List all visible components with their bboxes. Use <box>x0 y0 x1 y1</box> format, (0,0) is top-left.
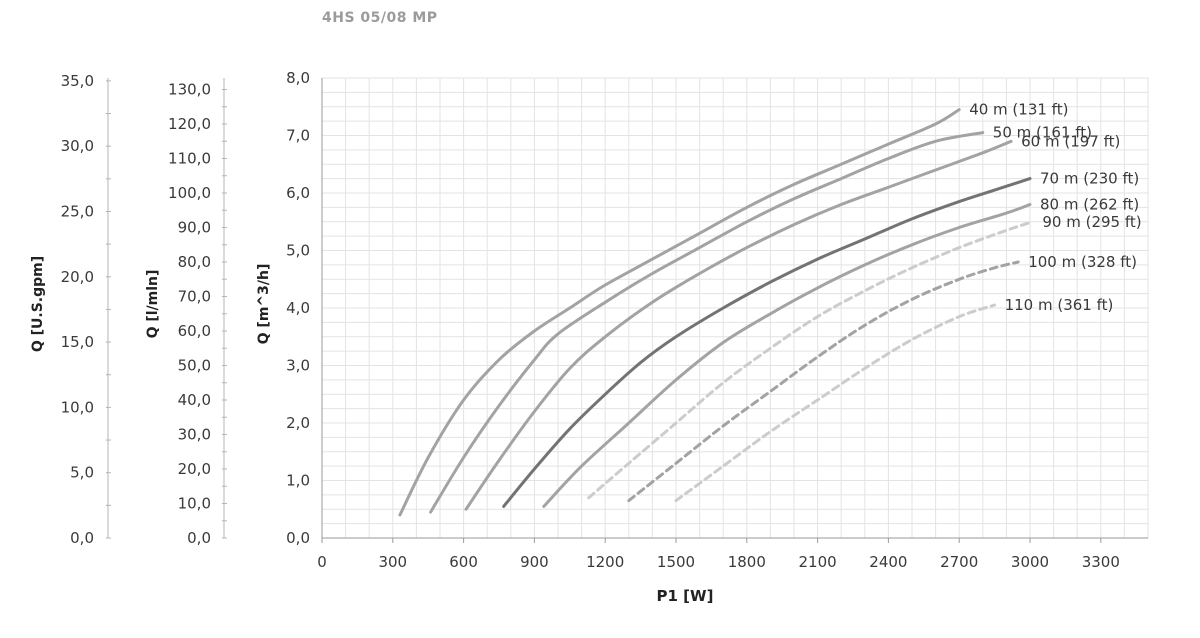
lmin-tick-label: 10,0 <box>178 494 211 512</box>
usgpm-tick-label: 0,0 <box>70 529 94 547</box>
series-label-2: 50 m (161 ft) <box>993 124 1092 142</box>
series-labels: 40 m (131 ft) 50 m (161 ft)60 m (197 ft) 7… <box>969 101 1141 315</box>
series-line-4 <box>502 177 1032 508</box>
lmin-tick-label: 20,0 <box>178 460 211 478</box>
x-tick-label: 600 <box>449 553 478 571</box>
usgpm-tick-label: 5,0 <box>70 464 94 482</box>
chart-title: 4HS 05/08 MP <box>322 10 438 26</box>
series-label-8: 110 m (361 ft) <box>1005 296 1114 314</box>
lmin-tick-label: 80,0 <box>178 253 211 271</box>
series-line-6 <box>587 220 1034 500</box>
lmin-tick-label: 50,0 <box>178 356 211 374</box>
x-tick-label: 3300 <box>1082 553 1120 571</box>
lmin-tick-label: 0,0 <box>187 529 211 547</box>
x-tick-label: 3000 <box>1011 553 1049 571</box>
y-axis-title-m3h: Q [m^3/h] <box>256 264 272 345</box>
lmin-tick-label: 30,0 <box>178 425 211 443</box>
y-tick-label: 8,0 <box>286 69 310 87</box>
usgpm-tick-label: 15,0 <box>61 333 94 351</box>
y-axis-title-usgpm: Q [U.S.gpm] <box>30 256 46 352</box>
series-lines <box>398 108 1034 517</box>
x-tick-label: 1800 <box>728 553 766 571</box>
series-label-7: 100 m (328 ft) <box>1028 253 1137 271</box>
series-label-6: 90 m (295 ft) <box>1042 213 1141 231</box>
x-tick-label: 0 <box>317 553 327 571</box>
lmin-tick-label: 60,0 <box>178 322 211 340</box>
lmin-tick-label: 40,0 <box>178 391 211 409</box>
x-tick-label: 1200 <box>586 553 624 571</box>
series-line-1 <box>398 108 961 517</box>
y-axis-title-lmin: Q [l/mln] <box>145 270 161 339</box>
y-tick-label: 4,0 <box>286 299 310 317</box>
usgpm-tick-label: 35,0 <box>61 72 94 90</box>
series-line-3 <box>464 139 1013 511</box>
lmin-tick-label: 70,0 <box>178 287 211 305</box>
lmin-tick-label: 120,0 <box>168 115 211 133</box>
lmin-tick-label: 110,0 <box>168 149 211 167</box>
y-tick-label: 5,0 <box>286 242 310 260</box>
axes: 0 300 600 900 1200 1500 1800 2100 2400 2700 3000 33… <box>30 69 1148 605</box>
series-line-8 <box>674 303 997 503</box>
x-tick-label: 300 <box>378 553 407 571</box>
y-tick-label: 3,0 <box>286 357 310 375</box>
lmin-tick-label: 130,0 <box>168 80 211 98</box>
series-label-3: 60 m (197 ft) <box>1021 132 1120 150</box>
y-tick-label: 6,0 <box>286 184 310 202</box>
y-tick-label: 2,0 <box>286 414 310 432</box>
y-tick-label: 0,0 <box>286 529 310 547</box>
usgpm-tick-label: 20,0 <box>61 268 94 286</box>
x-tick-label: 2400 <box>869 553 907 571</box>
y-tick-label: 7,0 <box>286 127 310 145</box>
x-tick-label: 2100 <box>799 553 837 571</box>
series-line-2 <box>429 131 985 514</box>
x-tick-label: 2700 <box>940 553 978 571</box>
series-label-1: 40 m (131 ft) <box>969 101 1068 119</box>
x-tick-label: 900 <box>520 553 549 571</box>
usgpm-tick-label: 30,0 <box>61 137 94 155</box>
x-tick-label: 1500 <box>657 553 695 571</box>
y-tick-label: 1,0 <box>286 472 310 490</box>
series-line-5 <box>542 203 1032 508</box>
x-axis-title: P1 [W] <box>657 587 714 605</box>
series-line-7 <box>627 260 1020 503</box>
series-label-5: 80 m (262 ft) <box>1040 196 1139 214</box>
usgpm-tick-label: 25,0 <box>61 202 94 220</box>
usgpm-tick-label: 10,0 <box>61 398 94 416</box>
lmin-tick-label: 90,0 <box>178 218 211 236</box>
series-label-4: 70 m (230 ft) <box>1040 170 1139 188</box>
lmin-tick-label: 100,0 <box>168 184 211 202</box>
